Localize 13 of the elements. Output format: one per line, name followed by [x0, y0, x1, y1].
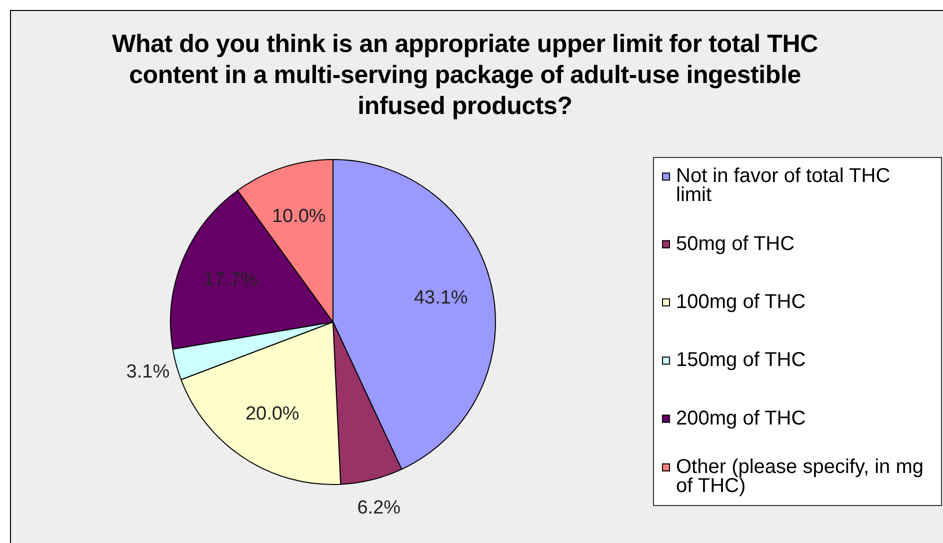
- legend-label: Other (please specify, in mg of THC): [676, 456, 924, 497]
- legend-label: Not in favor of total THC limit: [676, 165, 890, 206]
- data-label: 20.0%: [245, 404, 300, 425]
- legend-label: 100mg of THC: [676, 290, 806, 313]
- data-label: 43.1%: [414, 287, 468, 308]
- chart-title: What do you think is an appropriate upper limit for total THC content in a multi-serving package of adult-use ingestible infused products?: [111, 29, 819, 122]
- legend-label: 200mg of THC: [676, 407, 806, 430]
- data-label: 6.2%: [357, 497, 401, 518]
- legend-label: 50mg of THC: [676, 232, 795, 255]
- data-label: 3.1%: [126, 361, 170, 382]
- data-label: 17.7%: [204, 269, 258, 290]
- data-label: 10.0%: [272, 206, 326, 228]
- legend-label: 150mg of THC: [676, 349, 806, 372]
